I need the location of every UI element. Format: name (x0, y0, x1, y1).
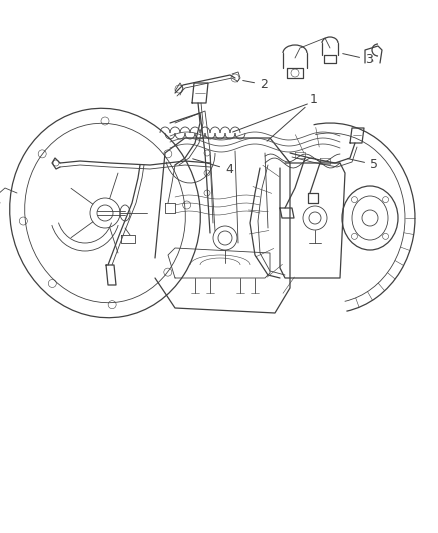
Text: 2: 2 (243, 78, 268, 91)
Text: 4: 4 (193, 159, 233, 176)
Text: 5: 5 (348, 158, 378, 171)
Text: 3: 3 (343, 53, 373, 66)
Text: 1: 1 (267, 93, 318, 141)
